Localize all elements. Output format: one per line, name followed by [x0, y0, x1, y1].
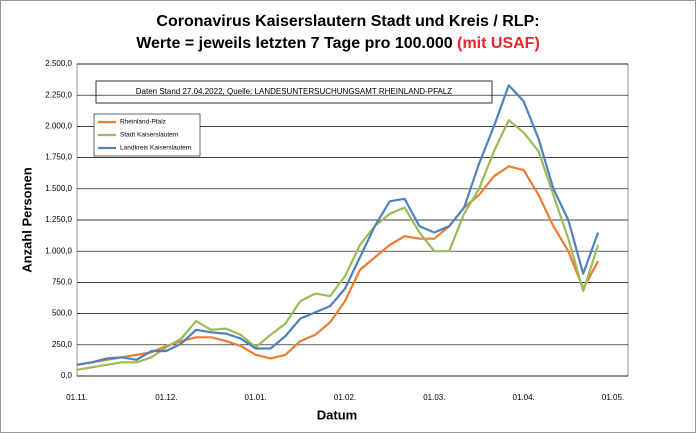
annotation-box: [95, 80, 493, 104]
y-tick-label: 1.250,0: [45, 215, 72, 224]
line-series: [76, 84, 600, 366]
x-tick-label: 01.11.: [66, 393, 88, 402]
x-tick-label: 01.05.: [602, 393, 624, 402]
legend-label: Landkreis Kaiserslautern: [120, 145, 192, 152]
y-tick-label: 2.500,0: [45, 59, 72, 68]
y-tick-label: 0,0: [61, 371, 73, 380]
x-tick-label: 01.02.: [334, 393, 356, 402]
y-tick-label: 1.000,0: [45, 246, 72, 255]
chart-title: Coronavirus Kaiserslautern Stadt und Kre…: [156, 13, 539, 30]
y-tick-label: 500,0: [52, 309, 73, 318]
y-tick-label: 1.750,0: [45, 153, 72, 162]
legend-label: Stadt Kaiserslautern: [120, 132, 179, 139]
y-tick-label: 2.250,0: [45, 90, 72, 99]
x-tick-label: 01.12.: [155, 393, 177, 402]
legend-label: Rheinland-Pfalz: [120, 119, 166, 126]
line-series: [76, 119, 600, 371]
y-axis-label: Anzahl Personen: [19, 167, 34, 273]
annotation: Daten Stand 27.04.2022, Quelle: LANDESUN…: [136, 87, 453, 96]
subtitle-highlight: (mit USAF): [457, 35, 540, 52]
subtitle-text: Werte = jeweils letzten 7 Tage pro 100.0…: [136, 35, 453, 52]
y-tick-label: 2.000,0: [45, 122, 72, 131]
x-tick-label: 01.01.: [245, 393, 267, 402]
line-series: [76, 165, 600, 366]
x-axis-label: Datum: [317, 407, 357, 422]
y-tick-label: 250,0: [52, 340, 73, 349]
chart-subtitle: Werte = jeweils letzten 7 Tage pro 100.0…: [136, 35, 540, 52]
y-tick-label: 750,0: [52, 278, 73, 287]
x-tick-label: 01.03.: [423, 393, 445, 402]
y-tick-label: 1.500,0: [45, 184, 72, 193]
x-tick-label: 01.04.: [513, 393, 535, 402]
